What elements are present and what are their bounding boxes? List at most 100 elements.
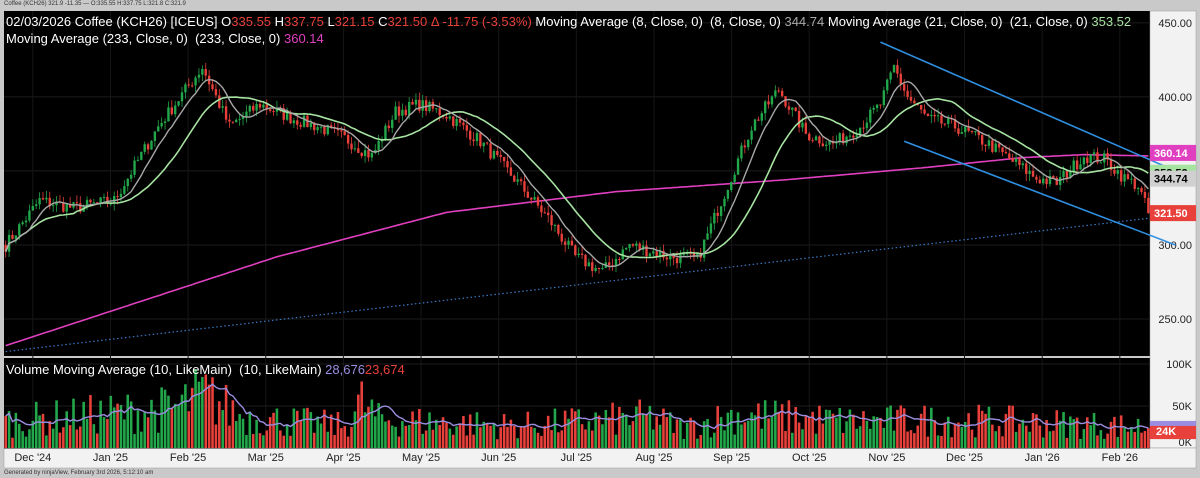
volume-bar (360, 381, 363, 448)
volume-bar (489, 425, 492, 448)
candle-body (967, 126, 970, 131)
volume-bar (62, 427, 65, 448)
candle-body (808, 133, 811, 141)
volume-bar (1075, 417, 1079, 448)
candle-body (519, 179, 523, 182)
volume-legend-label: Volume Moving Average (10, LikeMain) (10… (6, 362, 322, 377)
candle-body (713, 212, 716, 224)
candle-body (472, 139, 475, 142)
candle-body (48, 197, 51, 207)
volume-bar (68, 425, 72, 448)
volume-bar (75, 429, 79, 448)
candle-body (631, 244, 635, 246)
volume-bar (774, 400, 777, 448)
candle-body (133, 160, 136, 175)
candle-body (964, 126, 967, 133)
volume-bar (719, 417, 723, 448)
volume-bar (523, 426, 526, 448)
volume-bar (1079, 438, 1082, 448)
volume-bar (587, 421, 591, 448)
volume-bar (685, 422, 689, 448)
volume-bar (933, 420, 936, 448)
volume-bar (251, 434, 255, 448)
volume-bar (428, 412, 431, 448)
candle-body (479, 133, 482, 147)
volume-bar (841, 432, 845, 448)
volume-bar (550, 430, 553, 448)
volume-bar (729, 409, 733, 448)
candle-body (424, 100, 428, 112)
candle-body (1082, 157, 1086, 165)
candle-body (1075, 160, 1079, 170)
candle-body (340, 130, 343, 132)
volume-bar (601, 424, 604, 448)
candle-body (960, 132, 964, 134)
volume-bar (852, 414, 855, 448)
candle-body (814, 136, 818, 141)
volume-bar (970, 429, 974, 448)
volume-bar (407, 424, 411, 448)
candle-body (414, 99, 418, 105)
volume-tick-label: 0K (1179, 437, 1193, 449)
candle-body (170, 107, 174, 115)
candle-body (1140, 187, 1143, 192)
volume-bar (187, 411, 191, 448)
volume-bar (1062, 411, 1065, 448)
candle-body (716, 212, 719, 216)
candle-body (24, 220, 28, 223)
volume-legend: Volume Moving Average (10, LikeMain) (10… (6, 362, 405, 377)
candle-body (913, 100, 916, 104)
volume-bar (516, 438, 519, 448)
volume-bar (1014, 431, 1018, 448)
candle-body (1058, 176, 1062, 185)
candle-body (187, 84, 190, 86)
candle-body (313, 122, 316, 131)
candle-body (1018, 158, 1021, 166)
candle-body (197, 74, 201, 78)
volume-bar (92, 424, 96, 448)
volume-bar (994, 431, 998, 448)
volume-bar (865, 420, 869, 448)
volume-bar (916, 425, 920, 448)
candle-body (763, 101, 767, 114)
candle-body (563, 241, 567, 245)
candle-body (68, 203, 72, 208)
candle-body (241, 116, 245, 119)
volume-bar (479, 427, 482, 448)
volume-bar (1048, 431, 1052, 448)
candle-body (597, 267, 601, 269)
legend-ma8-value: 344.74 (784, 14, 825, 29)
candle-body (672, 254, 675, 259)
candle-body (79, 203, 82, 212)
candle-body (1079, 164, 1082, 170)
candle-body (492, 151, 496, 159)
candle-body (513, 175, 516, 182)
volume-bar (485, 423, 489, 448)
volume-tag-label: 24K (1156, 426, 1176, 438)
legend-symbol: Coffee (KCH26) [ICEUS] (74, 14, 218, 29)
candle-body (146, 144, 150, 150)
candle-body (1103, 153, 1106, 163)
volume-bar (780, 404, 784, 448)
volume-bar (7, 411, 11, 448)
candle-body (1014, 158, 1018, 162)
time-tick-label: Jun '25 (481, 452, 516, 464)
volume-bar (82, 401, 85, 448)
candle-body (628, 244, 631, 248)
volume-bar (763, 400, 767, 448)
volume-bar (380, 414, 384, 448)
candle-body (113, 196, 116, 204)
time-tick-label: Nov '25 (868, 452, 905, 464)
candle-body (1126, 174, 1130, 179)
volume-bar (862, 411, 865, 448)
candle-body (214, 89, 218, 96)
volume-bar (285, 424, 289, 448)
volume-bar (811, 411, 814, 448)
candle-body (1096, 152, 1099, 163)
volume-bar (791, 432, 794, 448)
candle-body (543, 212, 546, 214)
volume-bar (248, 411, 252, 448)
volume-bar (502, 414, 506, 448)
volume-bar (923, 405, 926, 448)
